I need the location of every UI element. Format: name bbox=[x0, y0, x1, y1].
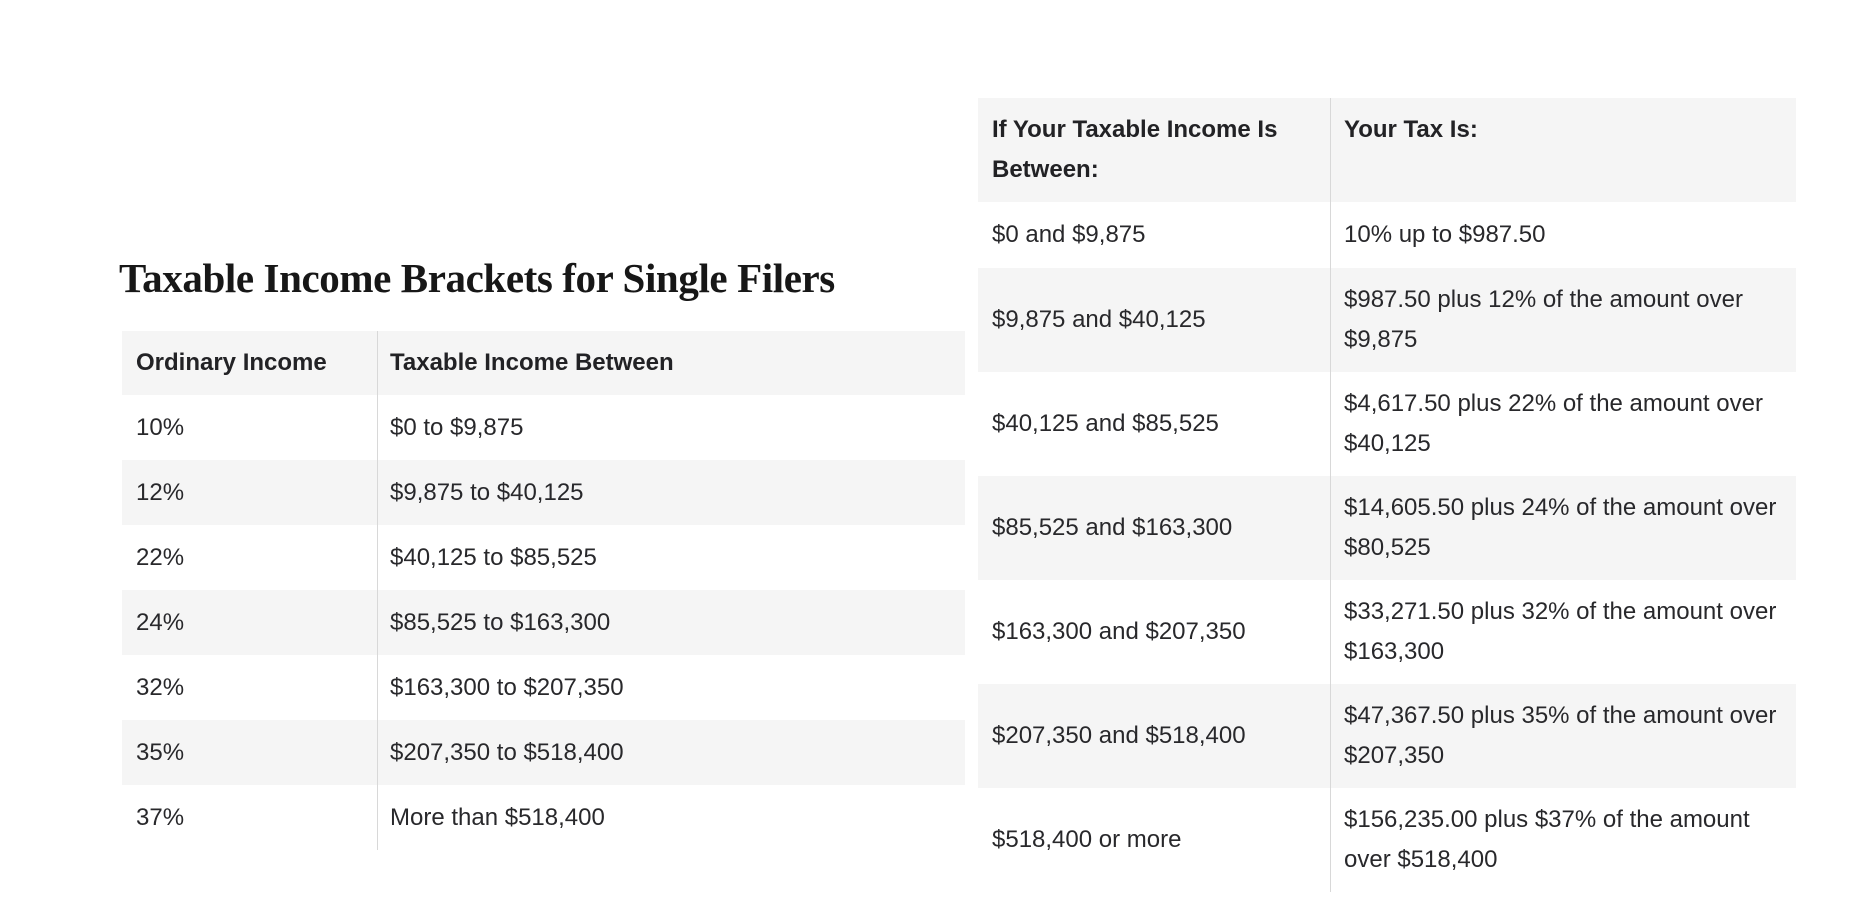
income-range-cell: $85,525 and $163,300 bbox=[992, 514, 1233, 541]
header-your-tax-is: Your Tax Is: bbox=[1330, 98, 1796, 202]
range-cell: $207,350 to $518,400 bbox=[377, 720, 965, 785]
tax-formula-cell: 10% up to $987.50 bbox=[1330, 202, 1796, 268]
header-taxable-income-between: Taxable Income Between bbox=[377, 331, 965, 395]
table-row: 12% $9,875 to $40,125 bbox=[122, 460, 965, 525]
income-range-cell: $207,350 and $518,400 bbox=[992, 722, 1246, 749]
table-header-row: If Your Taxable Income Is Between: Your … bbox=[978, 98, 1796, 202]
range-cell: $9,875 to $40,125 bbox=[377, 460, 965, 525]
rate-cell: 35% bbox=[136, 738, 185, 766]
range-cell: $40,125 to $85,525 bbox=[377, 525, 965, 590]
tax-formula-cell: $47,367.50 plus 35% of the amount over $… bbox=[1330, 684, 1796, 788]
range-cell: More than $518,400 bbox=[377, 785, 965, 850]
income-range-cell: $163,300 and $207,350 bbox=[992, 618, 1246, 645]
table-row: $85,525 and $163,300 $14,605.50 plus 24%… bbox=[978, 476, 1796, 580]
table-row: $163,300 and $207,350 $33,271.50 plus 32… bbox=[978, 580, 1796, 684]
header-ordinary-income: Ordinary Income bbox=[136, 349, 327, 376]
tax-formula-cell: $14,605.50 plus 24% of the amount over $… bbox=[1330, 476, 1796, 580]
table-row: 32% $163,300 to $207,350 bbox=[122, 655, 965, 720]
tax-formula-cell: $33,271.50 plus 32% of the amount over $… bbox=[1330, 580, 1796, 684]
table-row: $207,350 and $518,400 $47,367.50 plus 35… bbox=[978, 684, 1796, 788]
tax-formula-cell: $156,235.00 plus $37% of the amount over… bbox=[1330, 788, 1796, 892]
table-row: $40,125 and $85,525 $4,617.50 plus 22% o… bbox=[978, 372, 1796, 476]
table-row: $518,400 or more $156,235.00 plus $37% o… bbox=[978, 788, 1796, 892]
range-cell: $0 to $9,875 bbox=[377, 395, 965, 460]
table-row: $9,875 and $40,125 $987.50 plus 12% of t… bbox=[978, 268, 1796, 372]
table-row: 10% $0 to $9,875 bbox=[122, 395, 965, 460]
rate-cell: 12% bbox=[136, 478, 185, 506]
rate-cell: 24% bbox=[136, 608, 185, 636]
rate-cell: 22% bbox=[136, 543, 185, 571]
table-row: 22% $40,125 to $85,525 bbox=[122, 525, 965, 590]
table-row: 24% $85,525 to $163,300 bbox=[122, 590, 965, 655]
income-range-cell: $9,875 and $40,125 bbox=[992, 306, 1206, 333]
rate-cell: 32% bbox=[136, 673, 185, 701]
income-range-cell: $518,400 or more bbox=[992, 826, 1182, 853]
tax-calculation-table: If Your Taxable Income Is Between: Your … bbox=[978, 98, 1796, 892]
range-cell: $85,525 to $163,300 bbox=[377, 590, 965, 655]
header-income-between: If Your Taxable Income Is Between: bbox=[992, 116, 1278, 183]
rate-cell: 37% bbox=[136, 803, 185, 831]
income-range-cell: $0 and $9,875 bbox=[992, 221, 1146, 248]
ordinary-income-table: Ordinary Income Taxable Income Between 1… bbox=[122, 331, 965, 850]
table-row: $0 and $9,875 10% up to $987.50 bbox=[978, 202, 1796, 268]
tax-formula-cell: $4,617.50 plus 22% of the amount over $4… bbox=[1330, 372, 1796, 476]
table-row: 35% $207,350 to $518,400 bbox=[122, 720, 965, 785]
table-row: 37% More than $518,400 bbox=[122, 785, 965, 850]
rate-cell: 10% bbox=[136, 413, 185, 441]
page-title: Taxable Income Brackets for Single Filer… bbox=[119, 255, 835, 301]
tax-formula-cell: $987.50 plus 12% of the amount over $9,8… bbox=[1330, 268, 1796, 372]
income-range-cell: $40,125 and $85,525 bbox=[992, 410, 1219, 437]
range-cell: $163,300 to $207,350 bbox=[377, 655, 965, 720]
table-header-row: Ordinary Income Taxable Income Between bbox=[122, 331, 965, 395]
